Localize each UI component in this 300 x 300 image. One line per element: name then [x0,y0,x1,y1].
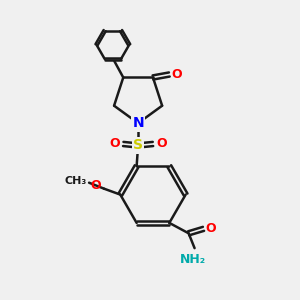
Text: S: S [133,139,143,152]
Text: CH₃: CH₃ [64,176,87,186]
Text: O: O [90,179,101,192]
Text: O: O [172,68,182,81]
Text: O: O [156,137,166,151]
Text: NH₂: NH₂ [180,253,206,266]
Text: O: O [205,222,216,235]
Text: O: O [110,137,120,151]
Text: N: N [132,116,144,130]
